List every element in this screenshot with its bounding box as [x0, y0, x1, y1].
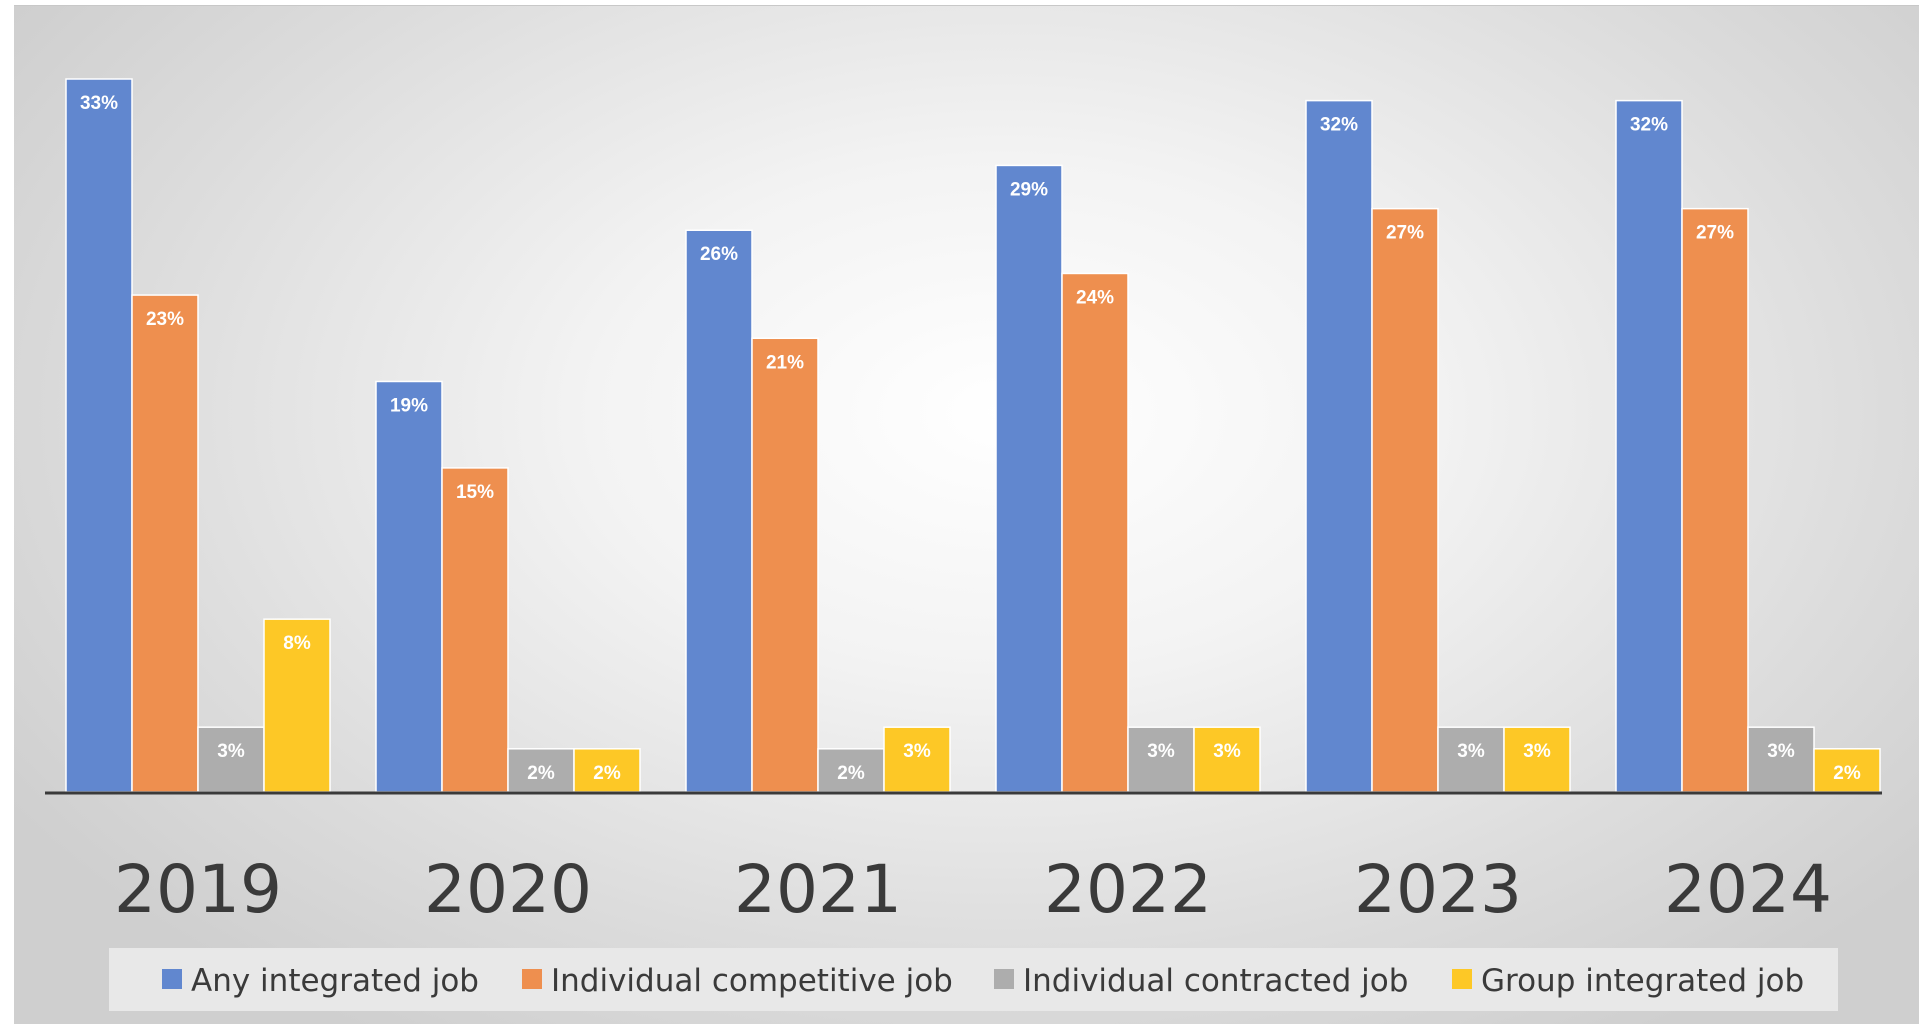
bar-value-label: 32% [1320, 115, 1358, 136]
bar-2023-series-3 [1503, 726, 1571, 793]
bar-value-label: 3% [1767, 741, 1795, 762]
bar-value-label: 2% [1833, 763, 1861, 784]
bar-value-label: 23% [146, 309, 184, 330]
bar-2024-series-3 [1813, 748, 1881, 793]
bar-value-label: 3% [903, 741, 931, 762]
category-label-2023: 2023 [1354, 851, 1522, 928]
category-label-2019: 2019 [114, 851, 282, 928]
bar-2020-series-0 [375, 380, 443, 793]
legend-label-2: Individual contracted job [1023, 963, 1408, 999]
bar-value-label: 3% [1213, 741, 1241, 762]
category-label-2022: 2022 [1044, 851, 1212, 928]
legend-background [109, 948, 1838, 1011]
category-label-2020: 2020 [424, 851, 592, 928]
legend-label-3: Group integrated job [1481, 963, 1804, 999]
category-label-2024: 2024 [1664, 851, 1832, 928]
legend-swatch-2 [994, 969, 1014, 989]
bar-2024-series-2 [1747, 726, 1815, 793]
bars-layer [65, 78, 1881, 793]
bar-value-label: 3% [1147, 741, 1175, 762]
bar-2023-series-1 [1371, 207, 1439, 793]
bar-value-label: 8% [283, 633, 311, 654]
bar-2022-series-1 [1061, 272, 1129, 793]
bar-value-label: 32% [1630, 115, 1668, 136]
bar-value-label: 2% [593, 763, 621, 784]
bar-value-label: 27% [1386, 223, 1424, 244]
bar-2024-series-0 [1615, 99, 1683, 793]
bar-value-label: 29% [1010, 179, 1048, 200]
legend: Any integrated job Individual competitive… [109, 948, 1838, 1011]
bar-value-labels: 33% 23% 3% 8% 19% 15% 2% 2% 26% 21% 2% 3% 29% 24% 3% 3%… [80, 93, 1861, 784]
legend-label-1: Individual competitive job [551, 963, 953, 999]
legend-label-0: Any integrated job [191, 963, 479, 999]
legend-swatch-3 [1452, 969, 1472, 989]
bar-value-label: 26% [700, 244, 738, 265]
bar-value-label: 3% [1523, 741, 1551, 762]
bar-value-label: 2% [527, 763, 555, 784]
bar-2020-series-2 [507, 748, 575, 793]
legend-swatch-1 [522, 969, 542, 989]
bar-2019-series-2 [197, 726, 265, 793]
bar-2022-series-0 [995, 164, 1063, 793]
bar-2023-series-2 [1437, 726, 1505, 793]
bar-value-label: 3% [217, 741, 245, 762]
bar-value-label: 24% [1076, 287, 1114, 308]
bar-value-label: 33% [80, 93, 118, 114]
bar-2023-series-0 [1305, 99, 1373, 793]
bar-value-label: 15% [456, 482, 494, 503]
bar-2020-series-1 [441, 467, 509, 793]
bar-value-label: 27% [1696, 223, 1734, 244]
bar-value-label: 3% [1457, 741, 1485, 762]
chart-area [14, 5, 1919, 1024]
category-labels: 2019 2020 2021 2022 2023 2024 [114, 851, 1832, 928]
bar-2019-series-1 [131, 294, 199, 793]
legend-swatch-0 [162, 969, 182, 989]
bar-2020-series-3 [573, 748, 641, 793]
bar-2019-series-3 [263, 618, 331, 793]
bar-2021-series-1 [751, 337, 819, 793]
bar-value-label: 2% [837, 763, 865, 784]
bar-value-label: 21% [766, 352, 804, 373]
bar-value-label: 19% [390, 395, 428, 416]
bar-2019-series-0 [65, 78, 133, 793]
category-label-2021: 2021 [734, 851, 902, 928]
bar-2021-series-0 [685, 229, 753, 793]
bar-2024-series-1 [1681, 207, 1749, 793]
bar-2021-series-3 [883, 726, 951, 793]
